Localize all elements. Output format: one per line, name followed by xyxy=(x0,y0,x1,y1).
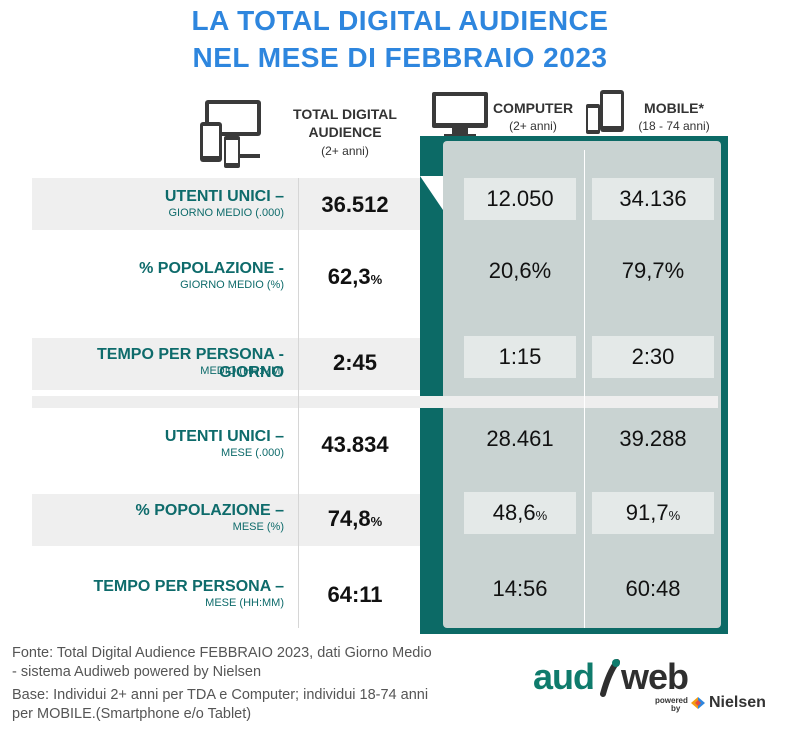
row-label: UTENTI UNICI – xyxy=(164,188,284,205)
mobile-value: 60:48 xyxy=(592,568,714,610)
devices-icon xyxy=(200,100,261,168)
footer-line-4: per MOBILE.(Smartphone e/o Tablet) xyxy=(12,706,252,722)
tda-value: 43.834 xyxy=(300,432,410,458)
row-label: % POPOLAZIONE - xyxy=(139,260,284,277)
computer-value: 28.461 xyxy=(464,418,576,460)
panel-notch xyxy=(420,176,443,210)
tda-header-sub: (2+ anni) xyxy=(321,144,369,158)
row-background xyxy=(32,338,420,390)
tda-value: 74,8% xyxy=(300,506,410,532)
mobile-number: 34.136 xyxy=(619,186,687,211)
nielsen-mark-icon xyxy=(691,697,705,709)
mobile-number: 2:30 xyxy=(631,344,675,369)
logo-web: web xyxy=(621,656,689,697)
row-background xyxy=(32,178,420,230)
mobile-number: 79,7 xyxy=(621,258,665,283)
tda-value: 64:11 xyxy=(300,582,410,608)
footer-line-3: Base: Individui 2+ anni per TDA e Comput… xyxy=(12,687,429,703)
computer-monitor-icon xyxy=(432,92,488,138)
title-line-2: NEL MESE DI FEBBRAIO 2023 xyxy=(192,42,608,73)
tda-value: 36.512 xyxy=(300,192,410,218)
row-sublabel: GIORNO MEDIO (%) xyxy=(180,279,284,291)
computer-number: 48,6 xyxy=(492,500,536,525)
devices-panel xyxy=(443,141,721,628)
computer-value: 48,6% xyxy=(464,492,576,534)
tda-value: 62,3% xyxy=(300,264,410,290)
logo-aud: aud xyxy=(533,656,595,697)
mobile-unit: % xyxy=(668,508,681,523)
mobile-value: 2:30 xyxy=(592,336,714,378)
row-label: TEMPO PER PERSONA - GIORNO xyxy=(97,346,284,381)
computer-header: COMPUTER xyxy=(492,100,574,116)
tda-header-line-1: TOTAL DIGITAL xyxy=(293,106,397,122)
computer-number: 1:15 xyxy=(498,344,542,369)
section-separator xyxy=(32,396,718,408)
computer-number: 20,6 xyxy=(488,258,532,283)
logo-powered: powered xyxy=(655,696,688,705)
tda-number: 43.834 xyxy=(321,432,389,457)
tda-unit: % xyxy=(370,272,383,287)
mobile-unit: % xyxy=(664,258,685,283)
row-background xyxy=(32,494,420,546)
mobile-number: 91,7 xyxy=(625,500,669,525)
computer-number: 28.461 xyxy=(486,426,554,451)
tda-header-line-2: AUDIENCE xyxy=(308,124,382,140)
computer-value: 20,6% xyxy=(464,250,576,292)
row-sublabel: MESE (.000) xyxy=(221,447,284,459)
title-line-1: LA TOTAL DIGITAL AUDIENCE xyxy=(191,5,609,36)
mobile-value: 39.288 xyxy=(592,418,714,460)
computer-number: 14:56 xyxy=(492,576,548,601)
mobile-value: 91,7% xyxy=(592,492,714,534)
column-divider xyxy=(298,178,299,628)
mobile-number: 60:48 xyxy=(625,576,681,601)
row-label: TEMPO PER PERSONA – xyxy=(93,578,284,595)
tda-number: 64:11 xyxy=(327,582,383,607)
mobile-devices-icon xyxy=(586,90,624,134)
logo-nielsen: Nielsen xyxy=(709,694,766,711)
row-sublabel: MESE (%) xyxy=(232,521,284,533)
footer-line-2: - sistema Audiweb powered by Nielsen xyxy=(12,664,262,680)
row-label: UTENTI UNICI – xyxy=(164,428,284,445)
logo-i-swoosh xyxy=(600,659,620,697)
column-divider xyxy=(584,150,585,628)
tda-number: 62,3 xyxy=(327,264,371,289)
computer-header-sub: (2+ anni) xyxy=(509,119,557,133)
logo-by: by xyxy=(671,704,681,713)
computer-value: 12.050 xyxy=(464,178,576,220)
computer-unit: % xyxy=(531,258,552,283)
row-sublabel: GIORNO MEDIO (.000) xyxy=(168,207,284,219)
tda-unit: % xyxy=(370,514,383,529)
tda-value: 2:45 xyxy=(300,350,410,376)
tda-number: 36.512 xyxy=(321,192,389,217)
tda-number: 74,8 xyxy=(327,506,371,531)
audiweb-logo: aud web powered by Nielsen xyxy=(533,656,793,716)
mobile-value: 34.136 xyxy=(592,178,714,220)
row-sublabel: MESE (HH:MM) xyxy=(205,597,284,609)
footer-line-1: Fonte: Total Digital Audience FEBBRAIO 2… xyxy=(12,645,432,661)
row-label: % POPOLAZIONE – xyxy=(135,502,284,519)
row-sublabel: MEDIO (HH:MM) xyxy=(200,365,284,377)
computer-unit: % xyxy=(535,508,548,523)
computer-value: 1:15 xyxy=(464,336,576,378)
computer-number: 12.050 xyxy=(486,186,554,211)
mobile-value: 79,7% xyxy=(592,250,714,292)
mobile-header-sub: (18 - 74 anni) xyxy=(638,119,710,133)
computer-value: 14:56 xyxy=(464,568,576,610)
mobile-number: 39.288 xyxy=(619,426,687,451)
tda-number: 2:45 xyxy=(332,350,378,375)
mobile-header: MOBILE* xyxy=(644,100,704,116)
